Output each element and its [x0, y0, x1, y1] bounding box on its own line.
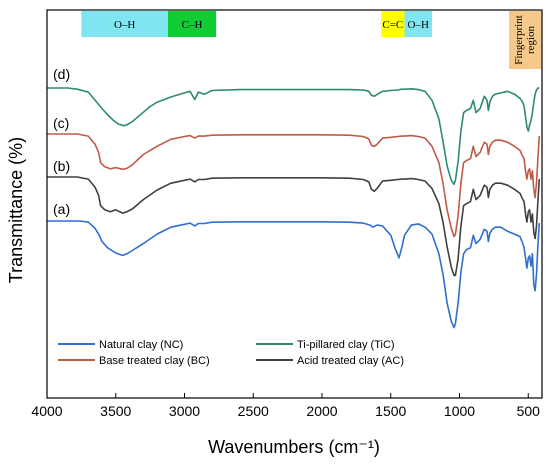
series-line-1	[47, 176, 541, 277]
band-region-0	[81, 11, 168, 37]
x-axis-title: Wavenumbers (cm⁻¹)	[208, 437, 380, 457]
x-tick-label-2: 3000	[169, 403, 200, 419]
band-label-0: O–H	[114, 19, 135, 31]
x-tick-label-6: 1000	[444, 403, 475, 419]
curve-label-1: (b)	[53, 158, 70, 174]
legend-label-tic: Ti-pillared clay (TiC)	[297, 339, 395, 351]
x-tick-label-1: 3500	[100, 403, 131, 419]
band-region-1	[168, 11, 217, 37]
x-tick-label-7: 500	[517, 403, 541, 419]
series-lines	[47, 87, 541, 329]
plot-frame	[46, 9, 543, 399]
curve-label-0: (a)	[53, 201, 70, 217]
band-region-3	[404, 11, 432, 37]
series-line-2	[47, 133, 541, 238]
x-tick-label-5: 1500	[375, 403, 406, 419]
band-label-1: C–H	[182, 19, 203, 31]
x-tick-label-4: 2000	[306, 403, 337, 419]
band-region-4	[509, 11, 542, 69]
band-regions: O–H C–H C=C O–H Fingerprintregion	[81, 11, 542, 69]
curve-labels: (a) (b) (c) (d)	[53, 66, 70, 217]
legend-label-ac: Acid treated clay (AC)	[297, 355, 404, 367]
curve-label-3: (d)	[53, 66, 70, 82]
band-label-3: O–H	[408, 19, 429, 31]
curve-label-2: (c)	[53, 115, 69, 131]
legend-label-nc: Natural clay (NC)	[99, 339, 183, 351]
x-axis-ticks: 4000 3500 3000 2500 2000 1500 1000 500	[31, 393, 540, 419]
series-line-0	[47, 220, 541, 329]
legend: Natural clay (NC) Ti-pillared clay (TiC)…	[58, 339, 404, 367]
legend-label-bc: Base treated clay (BC)	[99, 355, 210, 367]
y-axis-title: Transmittance (%)	[6, 137, 26, 283]
series-line-3	[47, 87, 540, 186]
x-tick-label-0: 4000	[31, 403, 62, 419]
band-label-4: Fingerprintregion	[513, 15, 537, 65]
band-label-2: C=C	[382, 19, 403, 31]
x-tick-label-3: 2500	[238, 403, 269, 419]
band-region-2	[381, 11, 405, 37]
